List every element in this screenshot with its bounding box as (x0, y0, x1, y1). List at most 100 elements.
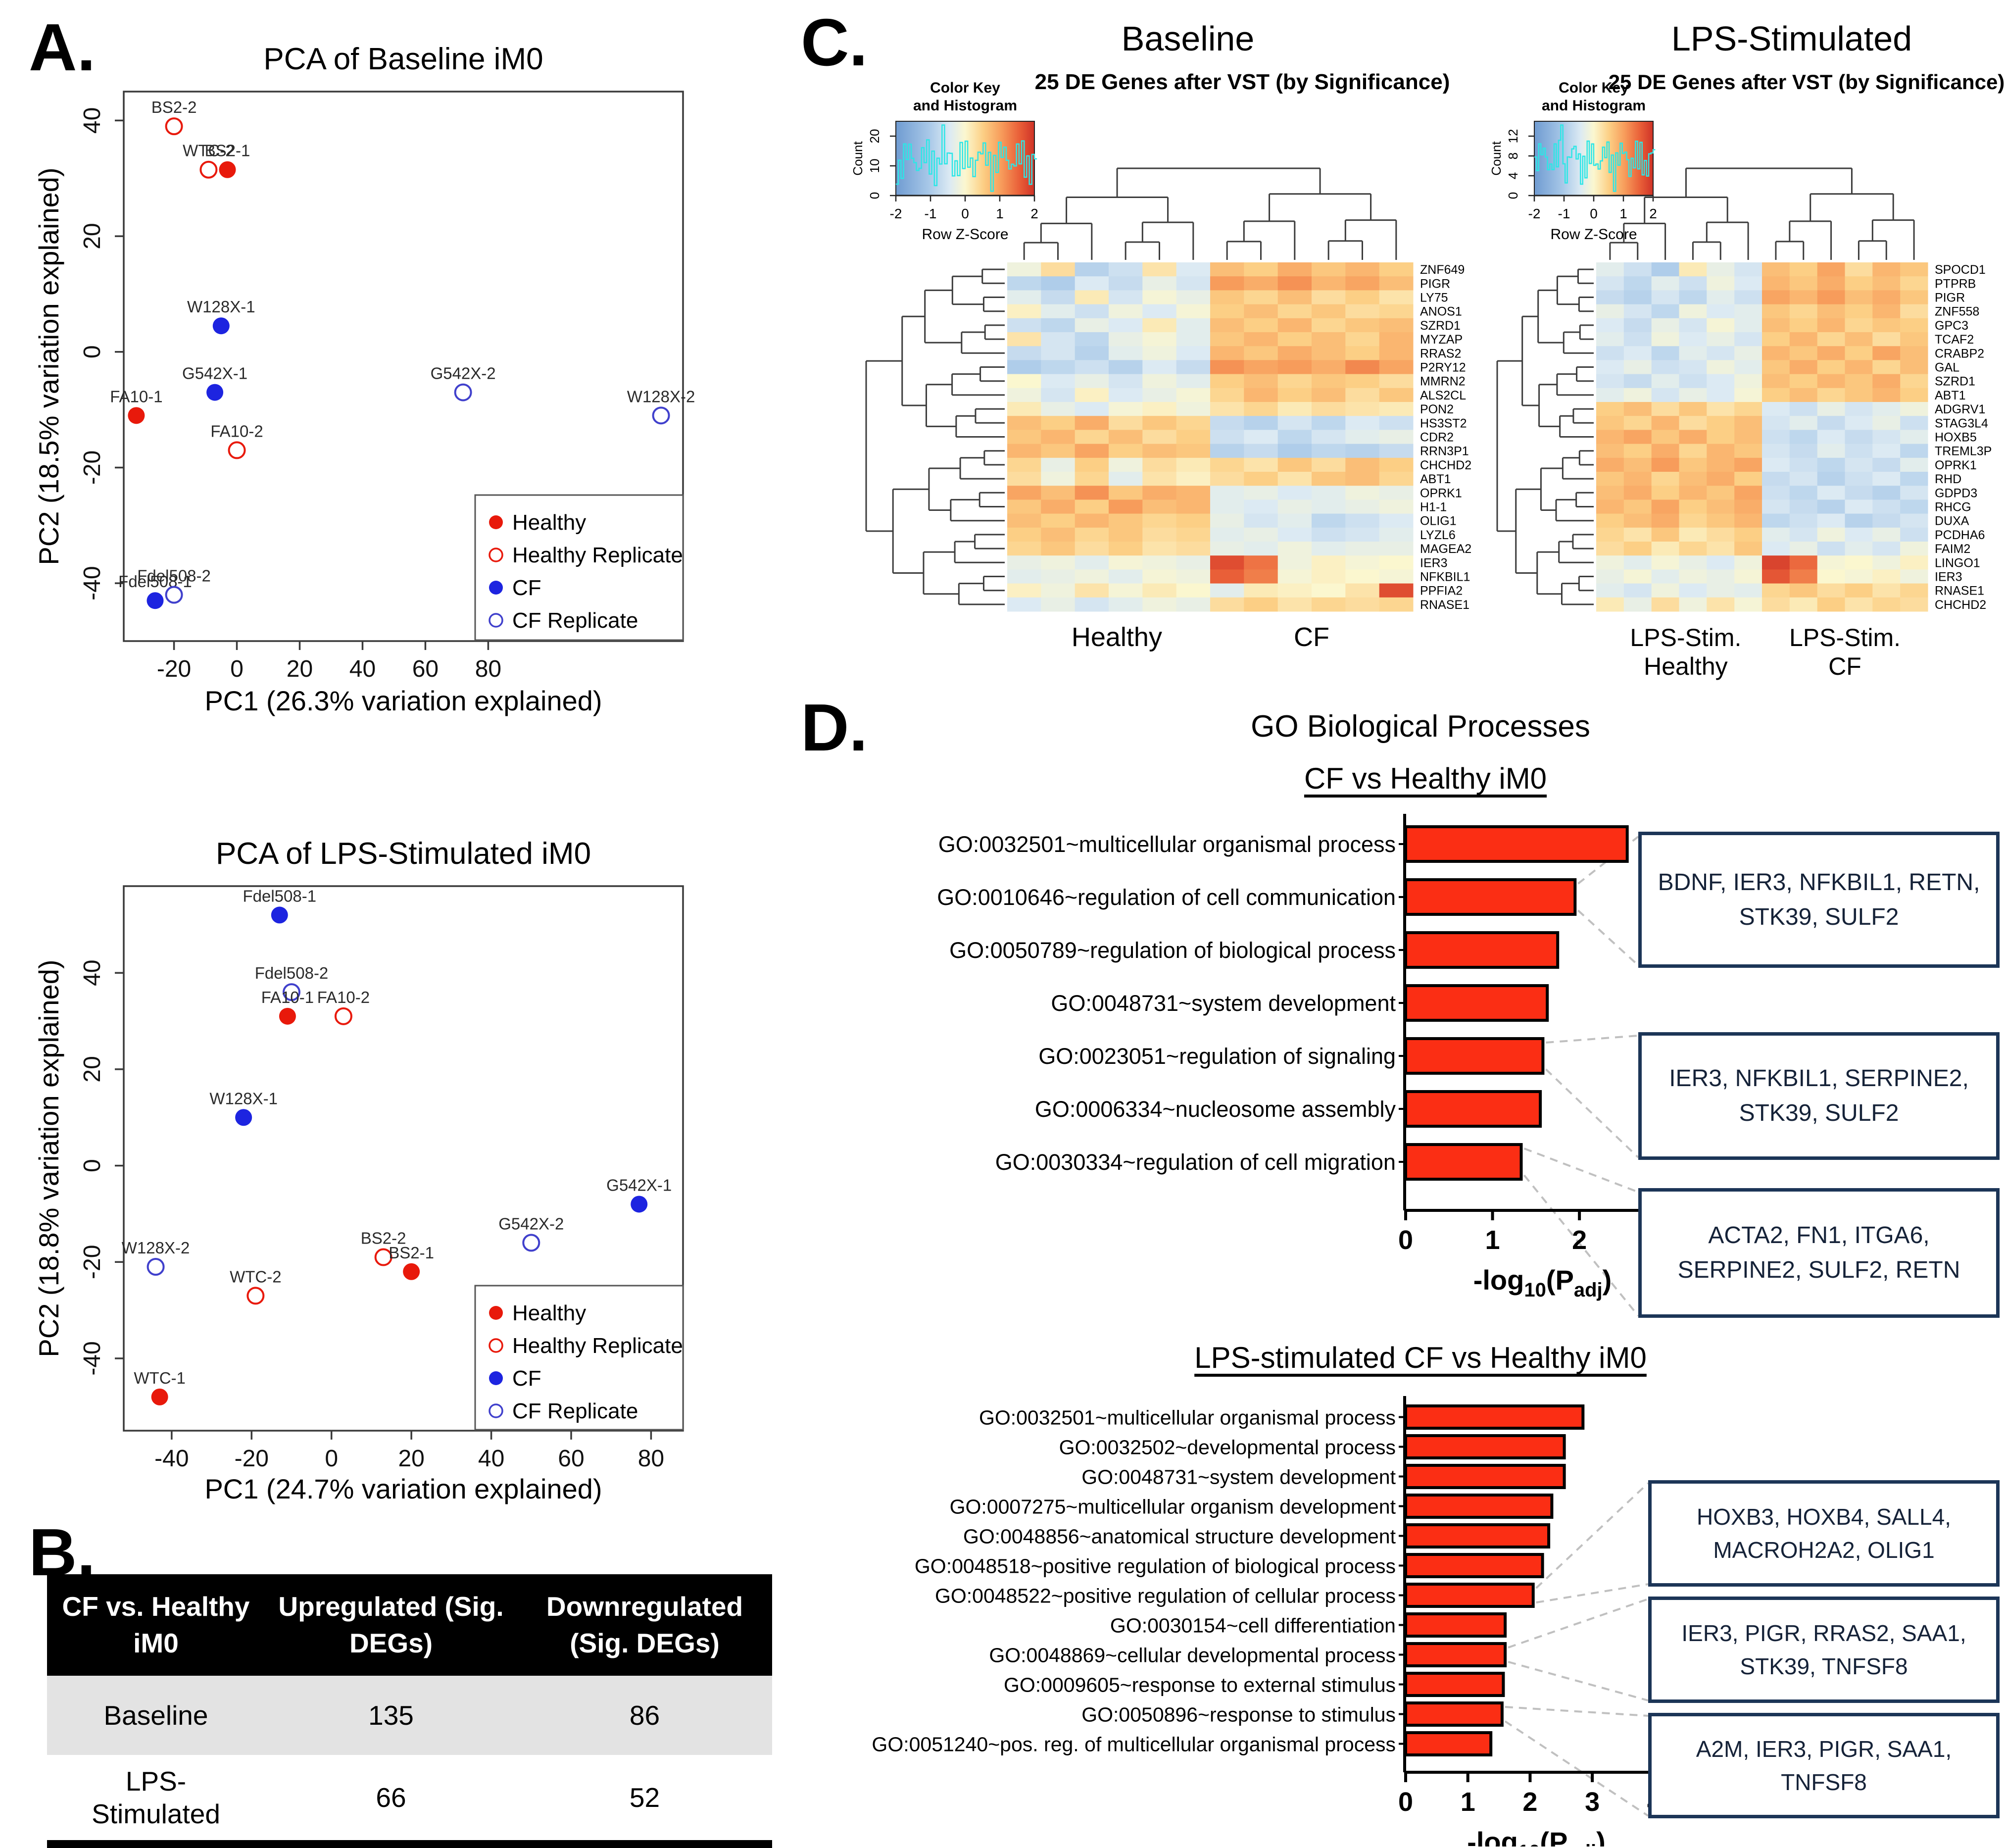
gene-label: SPOCD1 (1935, 263, 1986, 277)
panel-a-label: A. (29, 10, 96, 85)
gene-label: H1-1 (1420, 500, 1447, 514)
legend-label: CF (512, 576, 541, 600)
gene-label: ANOS1 (1420, 305, 1462, 319)
svg-text:Count: Count (1489, 141, 1504, 176)
upregulated-count: 135 (368, 1699, 414, 1731)
table-header-row: CF vs. Healthy iM0 Upregulated (Sig. DEG… (47, 1574, 772, 1676)
heatmap-cells (1007, 262, 1414, 612)
pca-point-label: W128X-1 (209, 1089, 278, 1107)
svg-text:10: 10 (867, 159, 882, 173)
svg-text:-40: -40 (79, 1341, 105, 1375)
pca-point-label: Fdel508-2 (137, 567, 211, 585)
pca-point-label: FA10-2 (210, 422, 263, 440)
svg-text:40: 40 (478, 1446, 504, 1472)
pca-point (403, 1263, 420, 1280)
go-bar (1404, 1090, 1542, 1128)
go-category-label: GO:0050896~response to stimulus (1081, 1703, 1396, 1726)
svg-text:2: 2 (1649, 206, 1657, 221)
go-chart-cf: GO:0032501~multicellular organismal proc… (817, 797, 2006, 1344)
row-label: Baseline (103, 1699, 208, 1731)
legend-marker-filled (489, 581, 503, 595)
go-category-label: GO:0048856~anatomical structure developm… (963, 1525, 1396, 1548)
legend-marker-filled (489, 515, 503, 529)
gene-label: CHCHD2 (1935, 598, 1986, 612)
heatmap-subtitle: 25 DE Genes after VST (by Significance) (1609, 70, 2005, 94)
svg-text:8: 8 (1506, 152, 1520, 159)
svg-text:60: 60 (412, 656, 439, 682)
gene-label: MYZAP (1420, 333, 1463, 347)
svg-text:Color Key: Color Key (930, 80, 1000, 96)
svg-text:-2: -2 (1528, 206, 1541, 221)
pca-xlabel: PC1 (24.7% variation explained) (204, 1473, 602, 1504)
gene-label: ABT1 (1420, 472, 1451, 486)
gene-label: LYZL6 (1420, 528, 1456, 542)
svg-text:-20: -20 (79, 450, 105, 485)
svg-text:-20: -20 (235, 1446, 269, 1472)
svg-text:-1: -1 (925, 206, 937, 221)
gene-label: PIGR (1420, 277, 1450, 291)
heatmap-baseline: Baseline Color Key and Histogram -2 -1 0 1 2 Row… (841, 19, 1475, 715)
go-xaxis-label: -log10(Padj) (1473, 1264, 1612, 1301)
group-label: LPS-Stim. (1630, 624, 1741, 651)
gene-label: LINGO1 (1935, 556, 1980, 570)
pca-point (147, 592, 164, 609)
pca-point-label: FA10-2 (317, 988, 370, 1006)
go-category-label: GO:0030334~regulation of cell migration (995, 1149, 1396, 1175)
pca-xlabel: PC1 (26.3% variation explained) (204, 685, 602, 716)
svg-text:0: 0 (325, 1446, 338, 1472)
pca-point-label: G542X-2 (431, 364, 496, 383)
pca-point-label: Fdel508-1 (243, 887, 316, 905)
gene-label: SZRD1 (1935, 375, 1975, 389)
pca-point-label: FA10-1 (261, 988, 314, 1006)
gene-label: MAGEA2 (1420, 542, 1471, 556)
gene-label: RHD (1935, 472, 1961, 486)
go-bar (1404, 1037, 1545, 1075)
legend-marker-open (489, 613, 503, 628)
svg-text:Color Key: Color Key (1559, 80, 1629, 96)
svg-text:20: 20 (867, 129, 882, 144)
group-label: LPS-Stim. (1789, 624, 1901, 651)
go-bar (1404, 931, 1560, 969)
svg-text:0: 0 (79, 345, 105, 358)
gene-label: GPC3 (1935, 319, 1968, 333)
go-category-label: GO:0030154~cell differentiation (1110, 1614, 1396, 1637)
svg-text:80: 80 (475, 656, 501, 682)
go-category-label: GO:0048522~positive regulation of cellul… (935, 1584, 1396, 1607)
heatmap-lps: LPS-Stimulated Color Key and Histogram -2 -1… (1480, 19, 2006, 715)
svg-text:40: 40 (79, 960, 105, 986)
pca-point-label: G542X-2 (498, 1214, 564, 1233)
svg-text:Row Z-Score: Row Z-Score (1550, 226, 1637, 243)
gene-label: IER3 (1935, 570, 1962, 584)
pca-point (219, 161, 236, 178)
group-label: CF (1828, 652, 1861, 680)
go-category-label: GO:0006334~nucleosome assembly (1035, 1097, 1396, 1122)
row-dendrogram (865, 268, 1005, 605)
legend-label: Healthy Replicate (512, 543, 683, 567)
svg-text:40: 40 (79, 107, 105, 134)
table-row-baseline: Baseline 135 86 (47, 1675, 772, 1755)
pca-point (199, 160, 218, 179)
svg-text:3: 3 (1585, 1787, 1600, 1817)
pca-point (279, 1007, 296, 1025)
svg-text:-40: -40 (154, 1446, 189, 1472)
svg-text:80: 80 (638, 1446, 664, 1472)
svg-text:60: 60 (558, 1446, 584, 1472)
gene-label: FAIM2 (1935, 542, 1970, 556)
pca-point-label: W128X-2 (122, 1239, 190, 1257)
gene-label: ABT1 (1935, 389, 1966, 402)
pca-point-label: Fdel508-2 (255, 964, 329, 982)
gene-label: GAL (1935, 361, 1959, 375)
gene-label: STAG3L4 (1935, 416, 1988, 430)
gene-label: HS3ST2 (1420, 416, 1467, 430)
table-bottom-rule (47, 1840, 772, 1848)
gene-label: PCDHA6 (1935, 528, 1985, 542)
gene-label: RNASE1 (1935, 584, 1984, 598)
downregulated-count: 52 (629, 1782, 660, 1813)
go-category-label: GO:0032501~multicellular organismal proc… (938, 832, 1396, 857)
svg-text:0: 0 (230, 656, 244, 682)
row-label: LPS- Stimulated (92, 1765, 220, 1829)
go-bar (1404, 1583, 1535, 1608)
pca-point (631, 1196, 648, 1213)
svg-text:-2: -2 (890, 206, 902, 221)
svg-text:20: 20 (287, 656, 313, 682)
